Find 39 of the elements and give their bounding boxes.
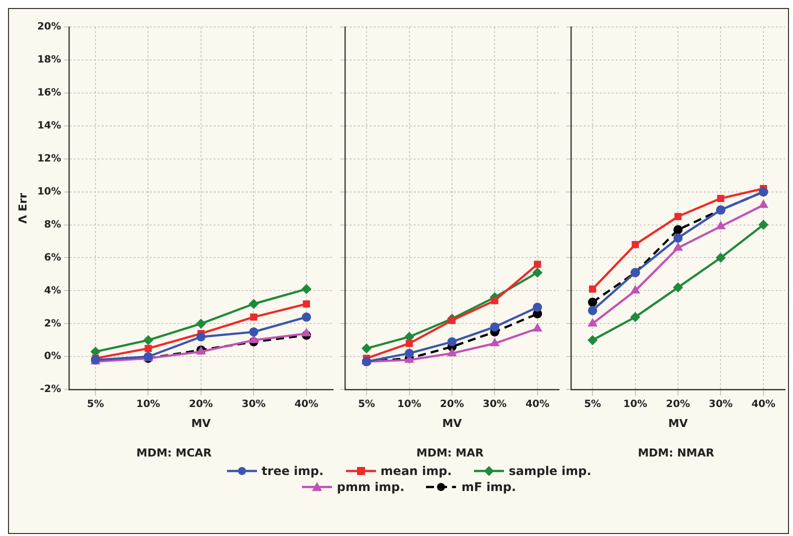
y-tick-label: 20%: [37, 22, 62, 33]
x-tick-label: 40%: [525, 399, 550, 410]
x-tick-label: 10%: [136, 399, 160, 410]
y-tick-label: 14%: [37, 120, 62, 132]
legend-label: sample imp.: [508, 464, 592, 478]
y-axis-title: Λ Err: [16, 192, 30, 224]
x-tick-label: 10%: [623, 399, 648, 410]
y-tick-label: -2%: [40, 384, 62, 396]
x-tick-label: 5%: [87, 399, 104, 410]
y-tick-label: 4%: [44, 285, 62, 296]
y-tick-label: 2%: [44, 318, 62, 330]
x-axis-title: MV: [668, 417, 688, 430]
y-tick-label: 0%: [44, 351, 62, 362]
y-tick-label: 12%: [37, 153, 62, 164]
y-tick-label: 10%: [37, 186, 62, 198]
x-tick-label: 20%: [666, 399, 690, 410]
x-tick-label: 40%: [294, 399, 318, 410]
y-tick-label: 6%: [44, 252, 62, 264]
y-tick-label: 16%: [37, 88, 62, 99]
y-tick-label: 8%: [44, 219, 62, 230]
legend-label: mean imp.: [380, 464, 452, 478]
x-tick-label: 5%: [358, 399, 376, 410]
x-tick-label: 10%: [397, 399, 422, 410]
x-axis-title: MV: [191, 417, 212, 430]
x-tick-label: 5%: [584, 399, 602, 410]
x-tick-label: 30%: [242, 399, 266, 410]
y-tick-label: 18%: [37, 54, 62, 66]
legend-label: mF imp.: [461, 480, 516, 494]
x-tick-label: 40%: [751, 399, 776, 410]
x-axis-title: MV: [442, 417, 462, 430]
x-tick-label: 30%: [482, 399, 507, 410]
x-tick-label: 20%: [189, 399, 213, 410]
text: MDM: NMAR: [638, 446, 715, 460]
legend-label: tree imp.: [262, 464, 324, 478]
text: MDM: MAR: [416, 446, 484, 460]
x-tick-label: 20%: [440, 399, 464, 410]
x-tick-label: 30%: [708, 399, 733, 410]
text: MDM: MCAR: [136, 446, 212, 460]
legend-label: pmm imp.: [336, 480, 404, 494]
